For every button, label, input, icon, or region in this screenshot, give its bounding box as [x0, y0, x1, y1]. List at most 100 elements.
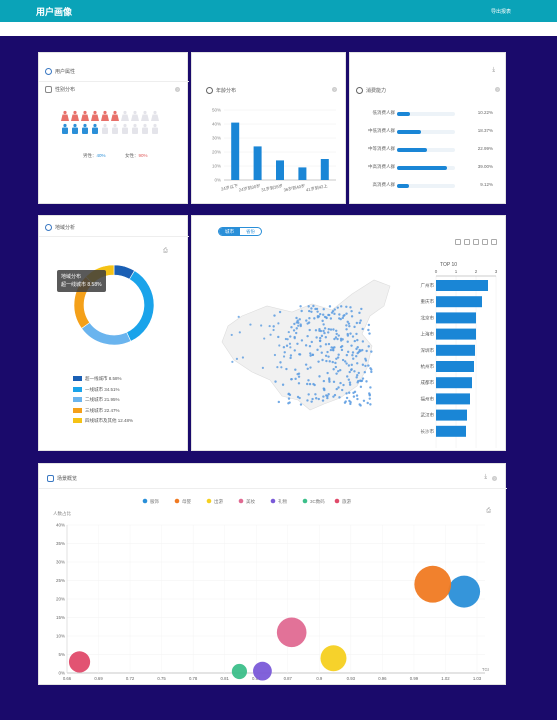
copy-icon[interactable]	[482, 239, 488, 245]
legend-item[interactable]: 三线城市 22.47%	[73, 408, 133, 419]
toggle-province[interactable]: 省份	[246, 229, 255, 234]
help-icon[interactable]: ?	[495, 87, 500, 92]
city-dot	[293, 337, 296, 340]
city-dot	[333, 312, 336, 316]
city-dot	[355, 355, 358, 358]
y-tick-label: 15%	[56, 615, 65, 620]
city-dot	[346, 320, 349, 323]
save-icon[interactable]	[455, 239, 461, 245]
region-panel: 地域分析 ⎙ 地域分布 超一线城市 8.58% 超一线城市 8.58% 一线城市 …	[38, 215, 189, 451]
age-bar	[231, 122, 240, 180]
x-tick-label: 1.03	[473, 676, 482, 681]
x-tick-label: 41岁到42上	[305, 182, 328, 193]
figure-head	[93, 110, 97, 115]
legend-item[interactable]: 二线城市 21.95%	[73, 397, 133, 408]
male-figure-icon	[122, 123, 128, 134]
city-bar	[436, 377, 472, 389]
city-dot	[355, 347, 358, 351]
city-dot	[332, 349, 335, 352]
restore-icon[interactable]	[473, 239, 479, 245]
city-label: 深圳市	[421, 347, 435, 354]
figure-head	[73, 123, 77, 128]
export-report-link[interactable]: 导出报表	[490, 9, 511, 15]
zoom-icon[interactable]	[464, 239, 470, 245]
x-tick-label: 0.93	[347, 676, 356, 681]
export-icon[interactable]: ⎙	[486, 508, 491, 514]
city-dot	[306, 399, 309, 402]
female-stat: 女性：90%	[125, 153, 148, 159]
legend-swatch	[73, 397, 82, 403]
x-tick-label: 0.9	[316, 676, 323, 681]
city-dot	[343, 360, 347, 363]
top-bar: 用户画像 导出报表	[0, 0, 557, 22]
gender-title: 性别分布	[55, 87, 76, 93]
city-dot	[274, 380, 277, 383]
help-icon[interactable]: ?	[175, 87, 180, 92]
city-dot	[342, 383, 345, 387]
city-dot	[304, 344, 308, 347]
x-tick-label: 1.02	[441, 676, 450, 681]
age-bar	[320, 159, 329, 180]
expand-icon[interactable]	[491, 239, 497, 245]
city-dot	[314, 393, 317, 396]
city-dot	[328, 377, 331, 380]
export-icon[interactable]: ⎙	[163, 248, 168, 254]
city-dot	[340, 348, 344, 352]
city-dot	[361, 348, 364, 352]
consumption-bar-fill	[397, 112, 411, 116]
city-dot	[356, 374, 359, 377]
city-dot	[306, 334, 309, 338]
scene-overview-panel: 场景概览 ⤓ ? ⎙ 服饰 母婴 出游 美妆 礼物 3C数码 旅游 人数占比 40% 35% 30%…	[38, 463, 507, 685]
help-icon[interactable]: ?	[332, 87, 337, 92]
toggle-city[interactable]: 城市	[219, 228, 240, 235]
city-label: 杭州市	[421, 363, 435, 370]
city-dot	[357, 371, 360, 375]
download-icon[interactable]: ⤓	[484, 474, 487, 480]
legend-label: 出游	[214, 498, 223, 505]
y-tick-label: 50%	[212, 108, 221, 113]
city-dot	[321, 319, 324, 323]
download-icon[interactable]: ⤓	[492, 67, 495, 73]
city-dot	[305, 319, 308, 322]
city-dot	[307, 393, 310, 396]
male-figure-icon	[82, 123, 88, 134]
x-tick-label: 0.81	[221, 676, 230, 681]
city-dot	[355, 394, 359, 397]
male-label: 男性：	[83, 153, 97, 158]
x-tick-label: 0.99	[410, 676, 419, 681]
figure-body	[141, 114, 149, 121]
city-dot	[332, 328, 335, 331]
help-icon[interactable]: ?	[492, 476, 497, 481]
city-bar	[436, 393, 470, 405]
city-dot	[363, 371, 367, 374]
city-dot	[326, 394, 329, 398]
figure-body	[91, 114, 99, 121]
city-dot	[313, 383, 316, 387]
city-dot	[362, 399, 366, 402]
consumption-title: 消费能力	[366, 88, 387, 94]
figure-head	[113, 110, 117, 115]
legend-item[interactable]: 四线城市及其他 12.48%	[73, 418, 133, 429]
city-dot	[322, 307, 325, 311]
city-dot	[310, 400, 313, 403]
legend-marker	[206, 498, 212, 504]
consumption-bar-fill	[397, 130, 421, 134]
legend-item[interactable]: 一线城市 34.51%	[73, 387, 133, 398]
figure-head	[123, 123, 127, 128]
region-legend: 超一线城市 8.58% 一线城市 34.51% 二线城市 21.95% 三线城市 22…	[73, 376, 133, 429]
consumption-label: 高消费人群	[372, 182, 396, 187]
gender-header: 性别分布	[45, 86, 76, 94]
city-dot	[346, 375, 349, 378]
city-dot	[308, 345, 312, 348]
city-dot	[328, 360, 331, 363]
male-stat: 男性：40%	[83, 153, 106, 159]
city-dot	[293, 349, 296, 352]
city-dot	[337, 386, 340, 389]
city-dot	[322, 395, 325, 398]
city-dot	[349, 402, 352, 406]
legend-item[interactable]: 超一线城市 8.58%	[73, 376, 133, 387]
age-title: 年龄分布	[216, 88, 237, 94]
consumption-bar-track	[397, 130, 455, 134]
city-dot	[282, 346, 286, 349]
city-dot	[341, 358, 345, 362]
